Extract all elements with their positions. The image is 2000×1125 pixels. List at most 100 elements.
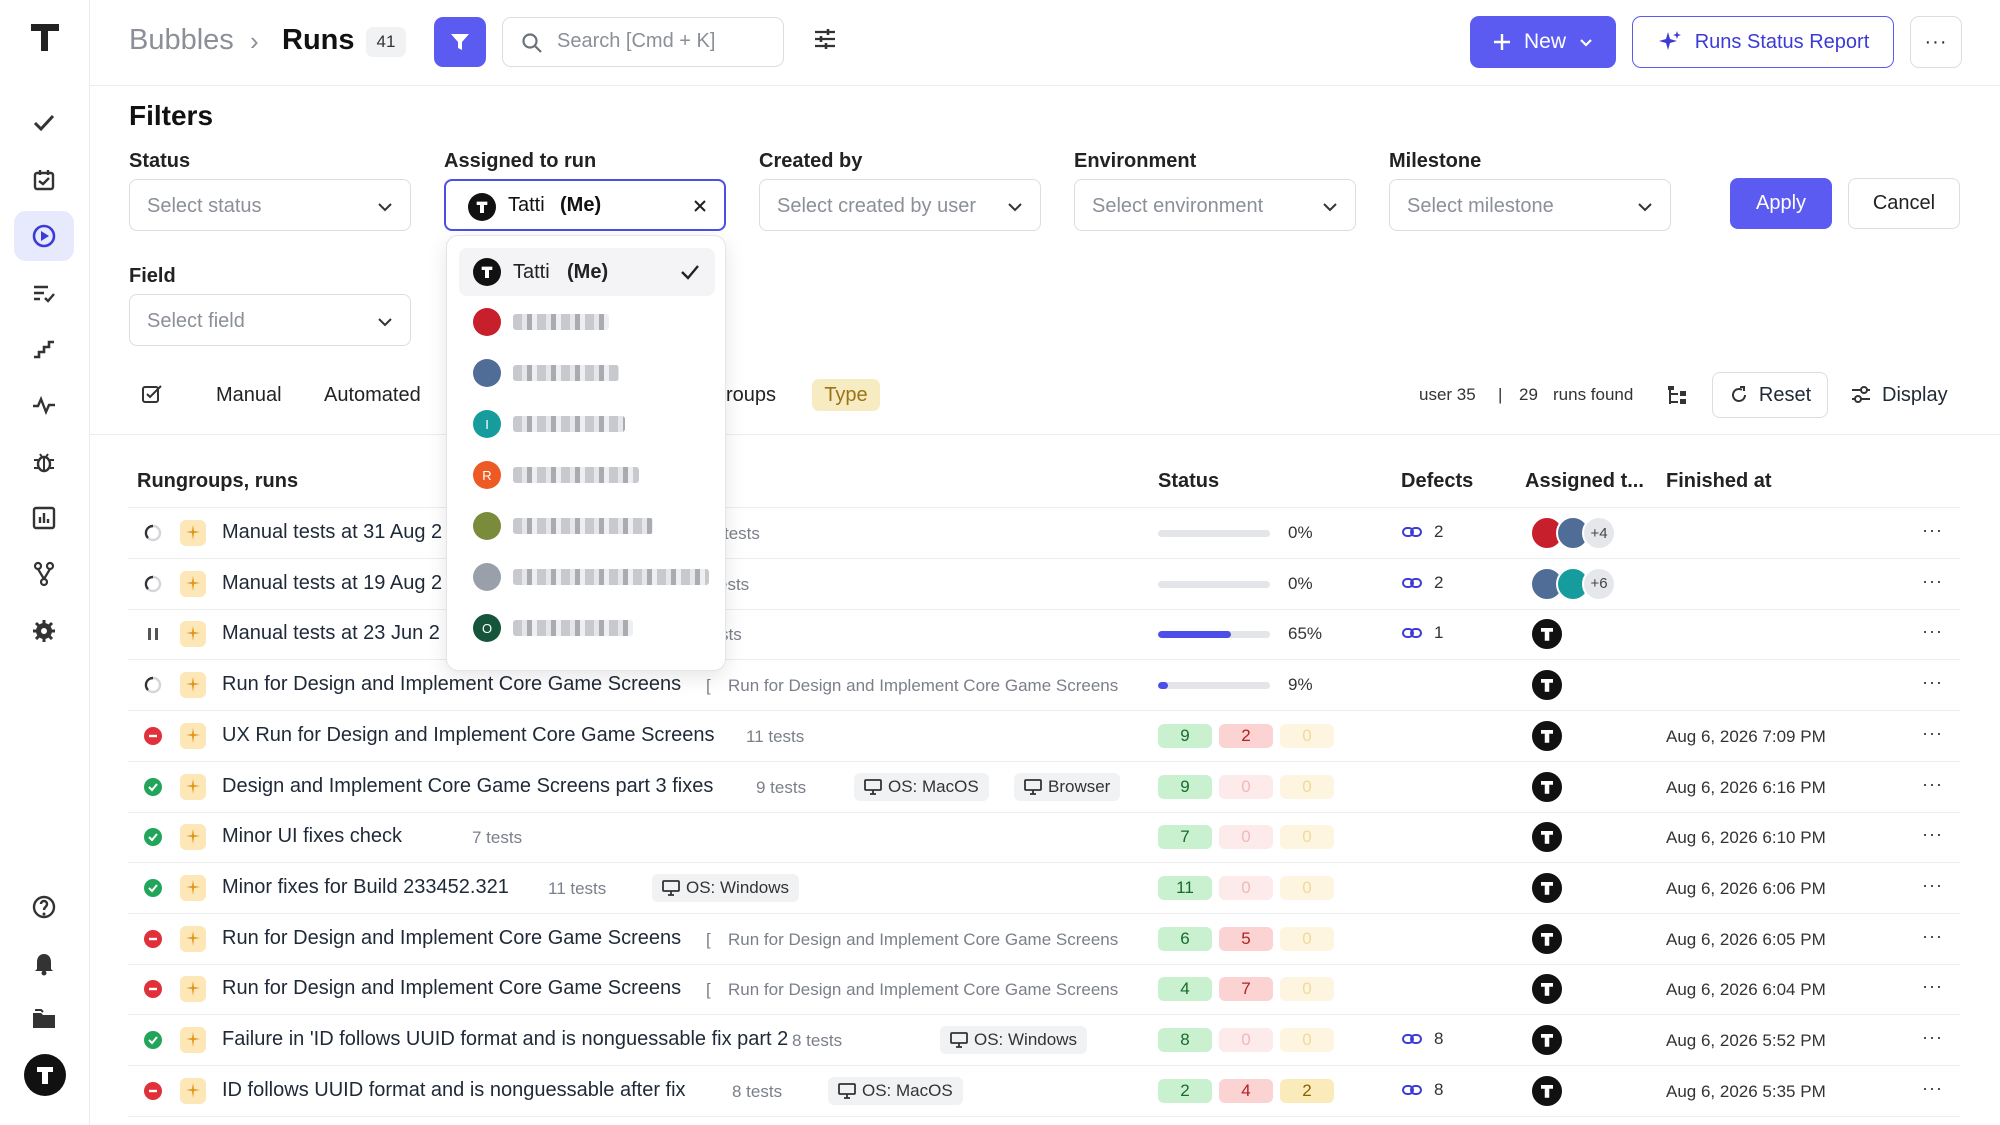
table-row[interactable]: Manual tests at 19 Aug 2 ests 0% 2 +6 ···: [128, 559, 1960, 610]
reset-button[interactable]: Reset: [1712, 372, 1828, 418]
projects-folder-icon[interactable]: [14, 994, 74, 1044]
assignee-avatars[interactable]: [1530, 769, 1564, 804]
tune-sliders-icon[interactable]: [812, 26, 838, 52]
tab-manual[interactable]: Manual: [216, 384, 282, 406]
assignee-avatars[interactable]: [1530, 1023, 1564, 1057]
assignee-avatars[interactable]: [1530, 668, 1564, 703]
nav-runs-icon[interactable]: [14, 211, 74, 261]
defects-link[interactable]: 1: [1402, 623, 1443, 643]
run-title[interactable]: Minor fixes for Build 233452.321: [222, 875, 509, 898]
table-row[interactable]: Run for Design and Implement Core Game S…: [128, 660, 1960, 712]
row-more-button[interactable]: ···: [1922, 874, 1943, 895]
nav-pulse-icon[interactable]: [14, 380, 74, 430]
assignee-option[interactable]: [459, 553, 715, 601]
assignee-option[interactable]: R: [459, 451, 715, 499]
nav-analytics-icon[interactable]: [14, 493, 74, 543]
search-input[interactable]: [557, 30, 777, 53]
environment-select[interactable]: Select environment: [1074, 179, 1356, 231]
assignee-option[interactable]: [459, 298, 715, 346]
assignee-avatars[interactable]: [1530, 1073, 1564, 1108]
nav-plans-icon[interactable]: [14, 268, 74, 318]
assignee-avatars[interactable]: [1530, 972, 1564, 1007]
row-more-button[interactable]: ···: [1922, 773, 1943, 794]
row-more-button[interactable]: ···: [1922, 520, 1943, 540]
created-by-select[interactable]: Select created by user: [759, 179, 1041, 231]
row-more-button[interactable]: ···: [1922, 672, 1943, 693]
filter-toggle-button[interactable]: [434, 17, 486, 67]
table-row[interactable]: Failure in 'ID follows UUID format and i…: [128, 1015, 1960, 1066]
column-header-assigned[interactable]: Assigned t...: [1525, 470, 1644, 492]
assignee-option[interactable]: O: [459, 604, 715, 652]
assigned-select[interactable]: Tatti (Me): [444, 179, 726, 231]
table-row[interactable]: Manual tests at 23 Jun 2 sts 65% 1 ···: [128, 609, 1960, 661]
assignee-option[interactable]: I: [459, 400, 715, 448]
assignee-avatars[interactable]: [1530, 718, 1564, 753]
row-more-button[interactable]: ···: [1922, 976, 1943, 997]
table-row[interactable]: Run for Design and Implement Core Game S…: [128, 914, 1960, 965]
help-icon[interactable]: [14, 882, 74, 932]
column-header-name[interactable]: Rungroups, runs: [137, 470, 299, 492]
display-options-button[interactable]: Display: [1842, 372, 1972, 418]
header-more-button[interactable]: ···: [1910, 16, 1962, 68]
table-row[interactable]: ID follows UUID format and is nonguessab…: [128, 1066, 1960, 1117]
defects-link[interactable]: 8: [1402, 1029, 1443, 1049]
user-avatar[interactable]: [24, 1054, 66, 1096]
run-title[interactable]: Run for Design and Implement Core Game S…: [222, 673, 682, 696]
nav-suites-icon[interactable]: [14, 155, 74, 205]
table-row[interactable]: Minor fixes for Build 233452.321 11 tests…: [128, 863, 1960, 914]
column-header-finished[interactable]: Finished at: [1666, 470, 1772, 492]
assignee-avatars[interactable]: [1530, 870, 1564, 905]
field-select[interactable]: Select field: [129, 294, 411, 346]
table-row[interactable]: Minor UI fixes check 7 tests 7 0 0 Aug 6, 202…: [128, 812, 1960, 864]
clear-close-icon[interactable]: [692, 198, 708, 214]
run-title[interactable]: Manual tests at 19 Aug 2: [222, 571, 443, 594]
defects-link[interactable]: 2: [1402, 573, 1443, 593]
status-select[interactable]: Select status: [129, 179, 411, 231]
assignee-avatars[interactable]: [1530, 617, 1564, 652]
defects-link[interactable]: 8: [1402, 1080, 1443, 1100]
run-title[interactable]: Design and Implement Core Game Screens p…: [222, 774, 714, 797]
run-title[interactable]: Run for Design and Implement Core Game S…: [222, 926, 682, 949]
tree-view-icon[interactable]: [1666, 384, 1690, 408]
run-title[interactable]: ID follows UUID format and is nonguessab…: [222, 1078, 686, 1101]
assignee-option-tatti[interactable]: Tatti (Me): [459, 248, 715, 296]
assignee-avatars[interactable]: +4: [1530, 516, 1616, 550]
cancel-filters-button[interactable]: Cancel: [1848, 178, 1960, 229]
assignee-avatars[interactable]: +6: [1530, 566, 1616, 601]
testomat-logo-icon[interactable]: [28, 20, 62, 54]
milestone-select[interactable]: Select milestone: [1389, 179, 1671, 231]
table-row[interactable]: UX Run for Design and Implement Core Gam…: [128, 711, 1960, 762]
nav-settings-gear-icon[interactable]: [14, 606, 74, 656]
row-more-button[interactable]: ···: [1922, 824, 1943, 845]
defects-link[interactable]: 2: [1402, 522, 1443, 542]
row-more-button[interactable]: ···: [1922, 621, 1943, 642]
nav-steps-icon[interactable]: [14, 324, 74, 374]
assignee-avatars[interactable]: [1530, 820, 1564, 855]
row-more-button[interactable]: ···: [1922, 570, 1943, 591]
row-more-button[interactable]: ···: [1922, 1077, 1943, 1098]
row-more-button[interactable]: ···: [1922, 925, 1943, 946]
assignee-avatars[interactable]: [1530, 921, 1564, 956]
run-title[interactable]: Minor UI fixes check: [222, 825, 403, 848]
run-title[interactable]: Failure in 'ID follows UUID format and i…: [222, 1028, 789, 1050]
table-row[interactable]: Design and Implement Core Game Screens p…: [128, 762, 1960, 813]
apply-filters-button[interactable]: Apply: [1730, 178, 1832, 229]
tab-automated[interactable]: Automated: [324, 384, 421, 406]
assignee-option[interactable]: [459, 349, 715, 397]
nav-bug-icon[interactable]: [14, 437, 74, 487]
assignee-option[interactable]: [459, 502, 715, 550]
row-more-button[interactable]: ···: [1922, 722, 1943, 743]
run-title[interactable]: Run for Design and Implement Core Game S…: [222, 977, 682, 1000]
table-row[interactable]: Manual tests at 31 Aug 2 tests 0% 2 +4 ···: [128, 508, 1960, 559]
select-checkbox-icon[interactable]: [140, 382, 164, 406]
notifications-bell-icon[interactable]: [14, 938, 74, 988]
run-title[interactable]: Manual tests at 23 Jun 2: [222, 622, 440, 645]
row-more-button[interactable]: ···: [1922, 1027, 1943, 1047]
run-title[interactable]: UX Run for Design and Implement Core Gam…: [222, 723, 715, 746]
search-box[interactable]: [502, 17, 784, 67]
tab-rungroups[interactable]: roups: [726, 384, 777, 406]
breadcrumb-project[interactable]: Bubbles: [129, 24, 234, 56]
column-header-status[interactable]: Status: [1158, 470, 1220, 492]
column-header-defects[interactable]: Defects: [1401, 470, 1474, 492]
runs-status-report-button[interactable]: Runs Status Report: [1632, 16, 1894, 68]
